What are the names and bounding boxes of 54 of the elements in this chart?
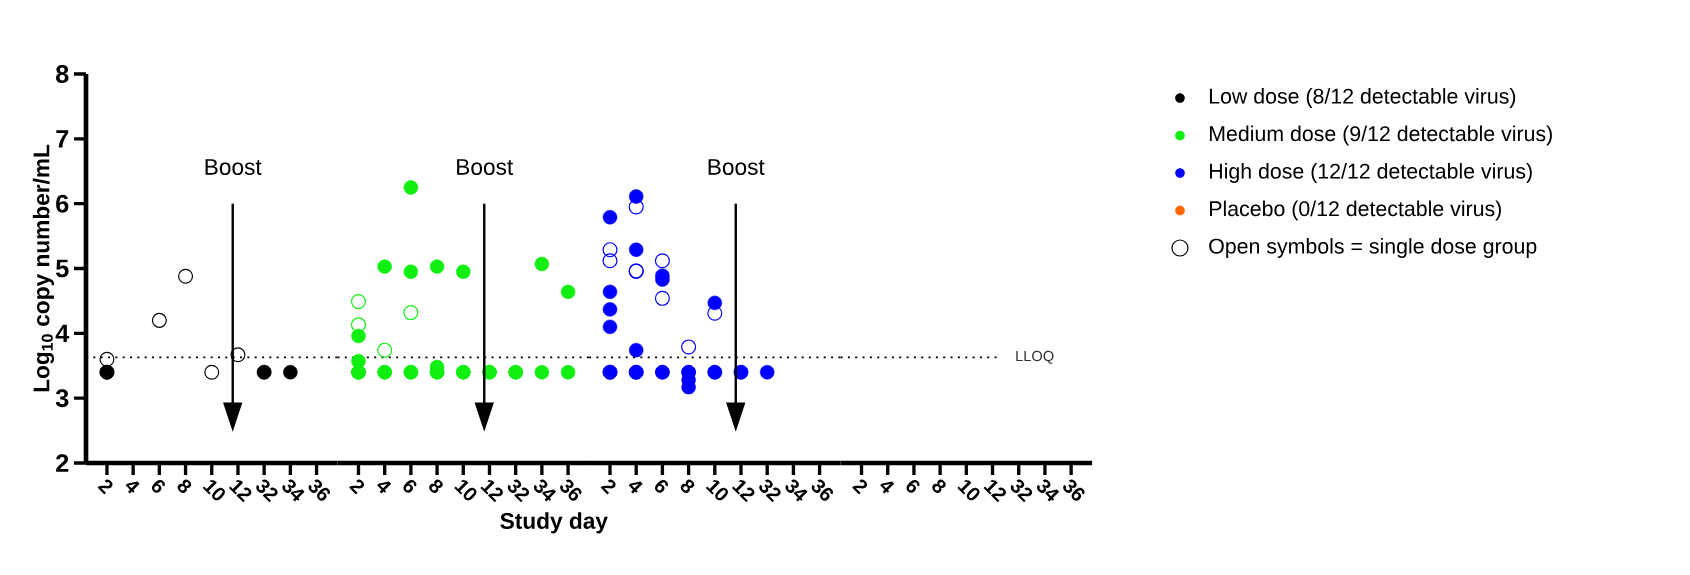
ref-line-label: LLOQ bbox=[1016, 350, 1054, 364]
legend-label: Low dose (8/12 detectable virus) bbox=[1209, 88, 1516, 108]
x-tick-label: 32 bbox=[759, 479, 781, 503]
x-tick-label: 12 bbox=[228, 479, 252, 503]
x-tick-label: 10 bbox=[454, 479, 477, 501]
x-tick-label: 2 bbox=[852, 479, 868, 495]
x-tick-label: 8 bbox=[680, 479, 695, 494]
x-tick-label: 10 bbox=[957, 479, 980, 501]
x-tick-label: 6 bbox=[655, 479, 668, 493]
x-tick-label: 10 bbox=[202, 479, 225, 501]
y-tick-label: 8 bbox=[56, 65, 69, 83]
x-tick-label: 32 bbox=[507, 479, 530, 503]
legend-label: Placebo (0/12 detectable virus) bbox=[1210, 200, 1501, 221]
x-tick-label: 4 bbox=[377, 481, 392, 494]
x-tick-label: 36 bbox=[811, 479, 834, 501]
legend-label: High dose (12/12 detectable virus) bbox=[1210, 163, 1532, 183]
x-tick-label: 8 bbox=[932, 479, 946, 494]
annotation: Boost bbox=[708, 159, 765, 175]
x-tick-label: 36 bbox=[1063, 479, 1085, 501]
x-tick-label: 8 bbox=[177, 479, 192, 494]
y-tick-label: 3 bbox=[55, 389, 69, 408]
x-tick-label: 12 bbox=[480, 479, 503, 503]
y-tick-label: 5 bbox=[55, 259, 69, 278]
x-tick-label: 32 bbox=[1010, 479, 1033, 503]
x-tick-label: 36 bbox=[560, 479, 582, 501]
y-axis-title: Log$_{10}$ copy number/mL bbox=[32, 144, 55, 392]
x-tick-label: 34 bbox=[282, 479, 305, 502]
y-tick-label: 6 bbox=[56, 194, 69, 213]
x-tick-label: 32 bbox=[256, 479, 278, 503]
x-tick-label: 12 bbox=[983, 479, 1006, 503]
x-tick-label: 36 bbox=[308, 479, 330, 501]
x-tick-label: 34 bbox=[785, 479, 808, 502]
x-tick-label: 8 bbox=[429, 479, 443, 494]
x-tick-label: 10 bbox=[705, 479, 728, 501]
x-tick-label: 6 bbox=[403, 479, 417, 493]
x-tick-label: 34 bbox=[533, 479, 557, 502]
annotation: Boost bbox=[457, 159, 514, 175]
legend-label: Medium dose (9/12 detectable virus) bbox=[1209, 125, 1552, 146]
y-tick-label: 4 bbox=[55, 324, 70, 343]
x-tick-label: 2 bbox=[600, 479, 616, 495]
legend-label: Open symbols = single dose group bbox=[1209, 238, 1537, 258]
x-tick-label: 12 bbox=[732, 479, 755, 503]
y-tick-label: 7 bbox=[56, 130, 69, 148]
x-tick-label: 2 bbox=[349, 479, 365, 495]
x-tick-label: 4 bbox=[880, 481, 895, 494]
x-axis-title: Study day bbox=[500, 512, 608, 534]
x-tick-label: 6 bbox=[151, 479, 165, 493]
x-tick-label: 34 bbox=[1036, 479, 1060, 502]
y-tick-label: 2 bbox=[56, 454, 69, 472]
x-tick-label: 4 bbox=[628, 481, 643, 494]
annotation: Boost bbox=[205, 159, 262, 175]
x-tick-label: 2 bbox=[97, 479, 113, 495]
x-tick-label: 4 bbox=[125, 481, 140, 494]
x-tick-label: 6 bbox=[906, 479, 920, 493]
